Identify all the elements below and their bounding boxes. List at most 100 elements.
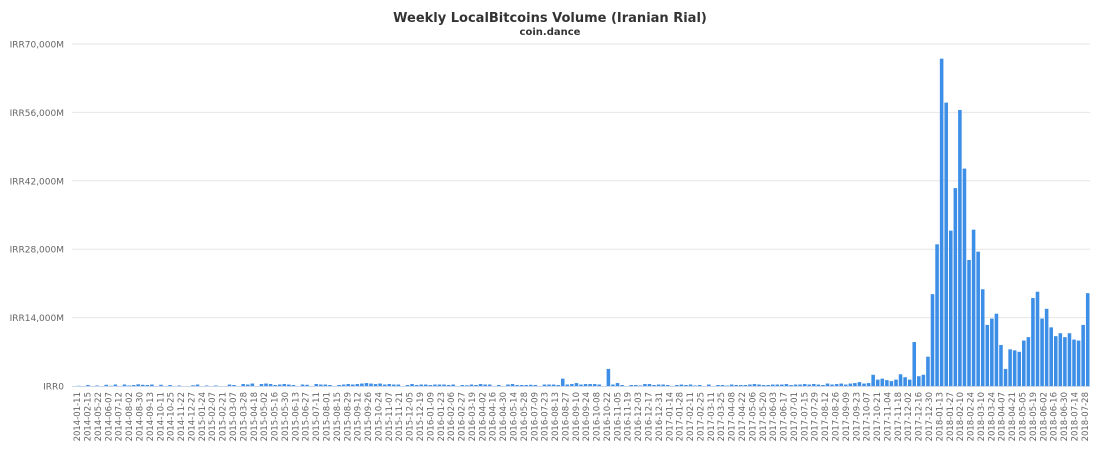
bar	[757, 384, 761, 386]
x-tick-label: 2018-04-07	[998, 392, 1008, 441]
x-tick-label: 2015-08-29	[343, 392, 353, 441]
bar	[319, 384, 323, 386]
bar	[976, 251, 980, 386]
x-tick-label: 2015-06-13	[291, 392, 301, 441]
bar	[980, 289, 985, 386]
bar	[437, 384, 442, 386]
bar	[346, 384, 350, 386]
bar	[460, 385, 465, 386]
bar	[962, 168, 967, 386]
bar	[1044, 308, 1049, 386]
bar	[159, 384, 163, 386]
x-tick-label: 2017-02-11	[686, 392, 696, 441]
bar	[675, 385, 679, 386]
bar	[131, 385, 136, 386]
bar	[140, 384, 145, 386]
x-tick-label: 2015-12-19	[416, 392, 426, 441]
bar	[570, 384, 574, 386]
bar	[656, 384, 661, 386]
bar	[948, 230, 953, 386]
x-tick-label: 2017-04-22	[738, 392, 748, 441]
bar	[798, 384, 802, 386]
x-tick-label: 2017-09-09	[842, 392, 852, 441]
bar	[113, 384, 118, 386]
x-tick-label: 2015-02-21	[219, 392, 229, 441]
bar	[789, 385, 793, 386]
x-tick-label: 2014-05-22	[94, 392, 104, 441]
x-tick-label: 2014-08-30	[136, 392, 146, 441]
bar	[323, 384, 328, 386]
x-tick-label: 2018-07-14	[1070, 392, 1080, 441]
bar	[999, 344, 1003, 386]
x-tick-label: 2016-08-27	[561, 392, 571, 441]
bar	[487, 384, 492, 386]
x-tick-label: 2017-07-01	[790, 392, 800, 441]
bar	[245, 384, 250, 386]
bar	[273, 385, 277, 386]
x-tick-label: 2018-02-10	[956, 392, 966, 441]
bar	[1035, 291, 1040, 386]
bar	[250, 383, 255, 386]
bar	[734, 385, 738, 386]
x-tick-label: 2015-12-05	[406, 392, 416, 441]
x-tick-label: 2018-01-13	[935, 392, 945, 441]
bar	[451, 384, 455, 386]
y-tick-label: IRR28,000M	[10, 246, 64, 256]
x-tick-label: 2017-12-16	[915, 392, 925, 441]
x-tick-label: 2015-09-12	[354, 392, 364, 441]
bar	[314, 384, 319, 386]
x-tick-label: 2015-07-11	[312, 392, 322, 441]
bar	[592, 384, 597, 386]
x-tick-label: 2017-05-06	[748, 392, 758, 441]
x-tick-label: 2016-03-19	[468, 392, 478, 441]
bar	[848, 383, 853, 386]
bar	[766, 385, 770, 386]
bar	[337, 385, 341, 386]
bar	[369, 383, 373, 386]
bar	[1012, 350, 1017, 386]
x-tick-label: 2017-11-04	[883, 392, 893, 441]
bar	[529, 384, 533, 386]
bar	[350, 384, 355, 386]
bar	[839, 383, 843, 386]
bar	[551, 384, 556, 386]
bar	[752, 384, 757, 386]
chart-title: Weekly LocalBitcoins Volume (Iranian Ria…	[393, 11, 707, 26]
bar	[825, 383, 830, 386]
x-tick-label: 2015-08-15	[333, 392, 343, 441]
bar	[917, 376, 921, 386]
bar	[419, 384, 424, 386]
x-tick-label: 2015-03-28	[239, 392, 249, 441]
x-tick-label: 2018-05-05	[1018, 392, 1028, 441]
x-tick-label: 2017-08-12	[821, 392, 831, 441]
x-tick-label: 2016-10-22	[603, 392, 613, 441]
bar	[880, 378, 885, 386]
x-tick-label: 2016-09-10	[572, 392, 582, 441]
bar	[1076, 340, 1081, 386]
bar	[898, 374, 903, 386]
x-tick-label: 2014-11-22	[177, 392, 187, 441]
x-tick-label: 2016-02-06	[447, 392, 457, 441]
x-tick-label: 2016-08-13	[551, 392, 561, 441]
x-tick-label: 2015-01-24	[198, 392, 208, 441]
y-tick-label: IRR42,000M	[10, 177, 64, 187]
bar	[939, 58, 944, 387]
x-tick-label: 2014-01-11	[73, 392, 83, 441]
bar	[424, 384, 428, 386]
bar	[971, 229, 976, 386]
bar	[688, 384, 693, 386]
bar	[652, 385, 656, 386]
bar	[483, 384, 487, 386]
x-tick-label: 2016-12-03	[634, 392, 644, 441]
bar	[958, 109, 962, 386]
x-tick-label: 2015-06-27	[302, 392, 312, 441]
bar	[1085, 293, 1090, 386]
bar	[195, 384, 200, 386]
bar	[935, 244, 939, 386]
bar	[574, 383, 579, 386]
x-tick-label: 2017-01-28	[676, 392, 686, 441]
gridlines	[72, 43, 1090, 319]
x-tick-label: 2016-11-19	[624, 392, 634, 441]
bar	[912, 342, 917, 386]
